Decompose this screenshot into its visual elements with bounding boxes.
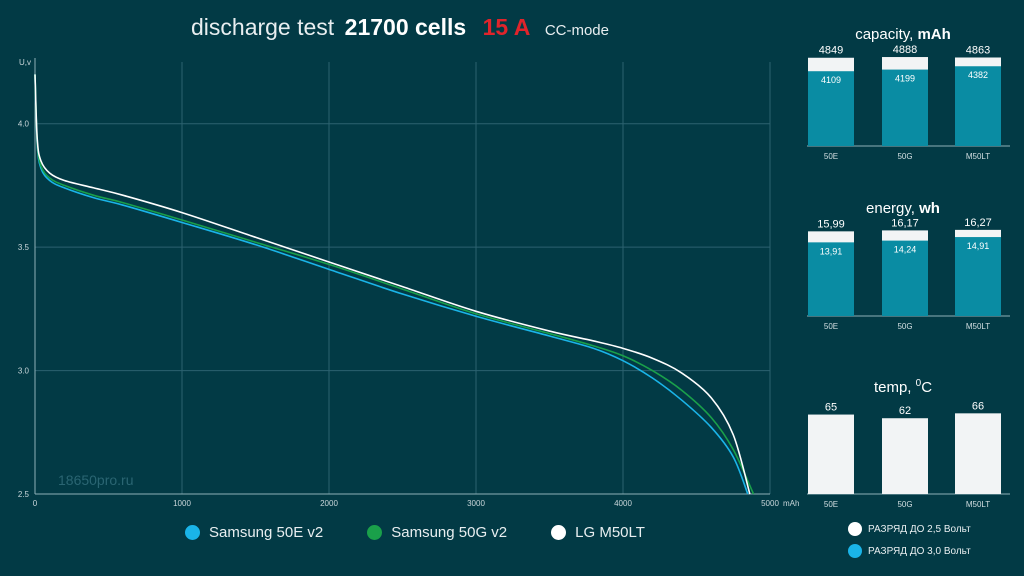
legend-dot-icon (551, 525, 567, 540)
series-line-samsung-50g-v2 (34, 74, 755, 495)
bar-value-label: 66 (972, 400, 984, 412)
bar-total-M50LT (955, 413, 1001, 494)
capacity-panel-title: capacity, mAh (803, 26, 1003, 43)
capacity-title-unit: mAh (917, 26, 951, 43)
legend-dot-icon (367, 525, 383, 540)
title-part-3: 15 A (482, 14, 531, 40)
bar-inner-value-label: 14,91 (967, 241, 990, 251)
temp-panel-title: temp, 0C (803, 378, 1003, 396)
legend-item-samsung-50g: Samsung 50G v2 (367, 524, 507, 541)
legend-label: Samsung 50E v2 (209, 524, 324, 541)
x-tick-label: 3000 (467, 499, 485, 508)
title-part-1: discharge test (191, 14, 335, 40)
x-axis-label: mAh (783, 499, 799, 508)
bar-total-50E (808, 414, 854, 494)
temp-bar-chart: 65 50E 62 50G 66 M50LT (807, 400, 1010, 509)
bar-category-label: 50E (824, 152, 838, 161)
legend-dot-icon (848, 522, 862, 536)
bar-partial-50E (808, 71, 854, 146)
y-tick-label: 4.0 (18, 120, 30, 129)
x-tick-label: 0 (33, 499, 38, 508)
bar-inner-value-label: 4199 (895, 74, 915, 84)
series-line-samsung-50e-v2 (34, 74, 749, 495)
x-tick-label: 4000 (614, 499, 632, 508)
bar-legend-label: РАЗРЯД ДО 2,5 Вольт (868, 523, 971, 535)
capacity-title-text: capacity, (855, 26, 918, 43)
temp-title-unit: C (921, 379, 933, 396)
energy-title-unit: wh (919, 200, 940, 217)
energy-title-text: energy, (866, 200, 920, 217)
legend-dot-icon (848, 544, 862, 558)
title-part-2: 21700 cells (344, 14, 467, 40)
title-part-4: CC-mode (544, 22, 609, 39)
chart-title: discharge test 21700 cells 15 A CC-mode (0, 14, 800, 41)
bar-category-label: M50LT (966, 152, 990, 161)
bar-legend-label: РАЗРЯД ДО 3,0 Вольт (868, 545, 971, 557)
capacity-bar-chart: 4849 4109 50E 4888 4199 50G 4863 4382 M50LT (807, 44, 1010, 161)
bar-category-label: 50G (897, 322, 912, 331)
watermark: 18650pro.ru (58, 472, 134, 488)
bar-partial-M50LT (955, 66, 1001, 146)
y-tick-label: 3.0 (18, 367, 30, 376)
y-tick-label: 3.5 (18, 243, 30, 252)
bar-legend-item-2-5v: РАЗРЯД ДО 2,5 Вольт (848, 522, 971, 536)
bar-value-label: 4863 (966, 44, 990, 56)
bar-partial-50E (808, 242, 854, 316)
legend-item-samsung-50e: Samsung 50E v2 (185, 524, 323, 541)
bar-inner-value-label: 4382 (968, 70, 988, 80)
bar-category-label: 50E (824, 322, 838, 331)
bar-partial-M50LT (955, 237, 1001, 316)
bar-category-label: 50G (897, 500, 912, 509)
bar-value-label: 65 (825, 402, 837, 414)
temp-title-text: temp, (873, 379, 916, 396)
bar-value-label: 4888 (893, 44, 917, 56)
bar-inner-value-label: 4109 (821, 75, 841, 85)
bar-value-label: 4849 (819, 45, 843, 57)
x-tick-label: 1000 (173, 499, 191, 508)
bar-category-label: 50G (897, 152, 912, 161)
series-line-lg-m50lt (34, 74, 751, 495)
bar-value-label: 62 (899, 405, 911, 417)
legend-label: LG M50LT (575, 524, 645, 541)
bar-category-label: 50E (824, 500, 838, 509)
bar-total-50G (882, 418, 928, 494)
y-axis-label: U,v (19, 58, 31, 67)
line-legend: Samsung 50E v2 Samsung 50G v2 LG M50LT (185, 524, 689, 541)
legend-label: Samsung 50G v2 (391, 524, 508, 541)
bar-value-label: 16,17 (891, 217, 919, 229)
bar-partial-50G (882, 240, 928, 316)
bar-inner-value-label: 13,91 (820, 246, 843, 256)
legend-item-lg-m50lt: LG M50LT (551, 524, 645, 541)
energy-bar-chart: 15,99 13,91 50E 16,17 14,24 50G 16,27 14,91 M50L… (807, 217, 1010, 331)
x-tick-label: 5000 (761, 499, 779, 508)
bar-value-label: 15,99 (817, 218, 845, 230)
y-tick-label: 2.5 (18, 490, 30, 499)
bar-partial-50G (882, 69, 928, 146)
x-tick-label: 2000 (320, 499, 338, 508)
temp-title-sup: 0 (915, 378, 922, 389)
energy-panel-title: energy, wh (803, 200, 1003, 217)
bar-legend-item-3-0v: РАЗРЯД ДО 3,0 Вольт (848, 544, 971, 558)
bar-category-label: M50LT (966, 322, 990, 331)
legend-dot-icon (185, 525, 200, 540)
discharge-line-chart: 0 1000 2000 3000 4000 5000 2.5 3.0 3.5 4.0 U,v mAh (18, 58, 799, 508)
bar-inner-value-label: 14,24 (894, 245, 917, 255)
bar-value-label: 16,27 (964, 217, 992, 229)
bar-category-label: M50LT (966, 500, 990, 509)
